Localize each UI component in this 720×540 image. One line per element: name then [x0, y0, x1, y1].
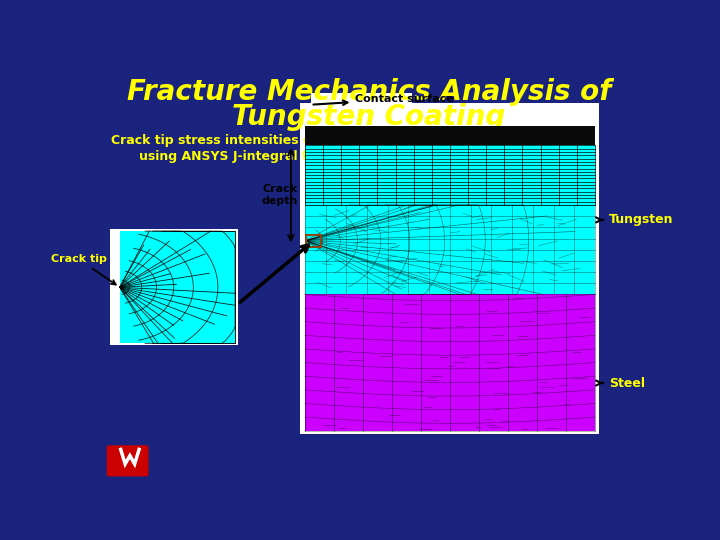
Text: Crack
depth: Crack depth: [261, 185, 298, 206]
Bar: [310, 93, 412, 106]
Text: Steel: Steel: [596, 376, 645, 389]
Text: Contact surface: Contact surface: [313, 94, 454, 105]
FancyBboxPatch shape: [107, 446, 148, 476]
Bar: [300, 103, 600, 434]
Text: Fracture Mechanics Analysis of: Fracture Mechanics Analysis of: [127, 78, 611, 106]
Text: using ANSYS J-integral fracture mechanics algorithm: using ANSYS J-integral fracture mechanic…: [139, 150, 510, 163]
Bar: [306, 234, 321, 247]
Bar: [112, 231, 120, 343]
Text: Tungsten: Tungsten: [596, 213, 673, 226]
Bar: [305, 294, 595, 431]
Text: Crack tip stress intensities during thermal cycling calculated: Crack tip stress intensities during ther…: [111, 134, 538, 147]
Bar: [109, 229, 238, 346]
Text: Crack tip: Crack tip: [51, 254, 116, 285]
Bar: [305, 145, 595, 294]
Bar: [305, 126, 595, 145]
Text: Tungsten Coating: Tungsten Coating: [233, 103, 505, 131]
Bar: [112, 231, 235, 343]
